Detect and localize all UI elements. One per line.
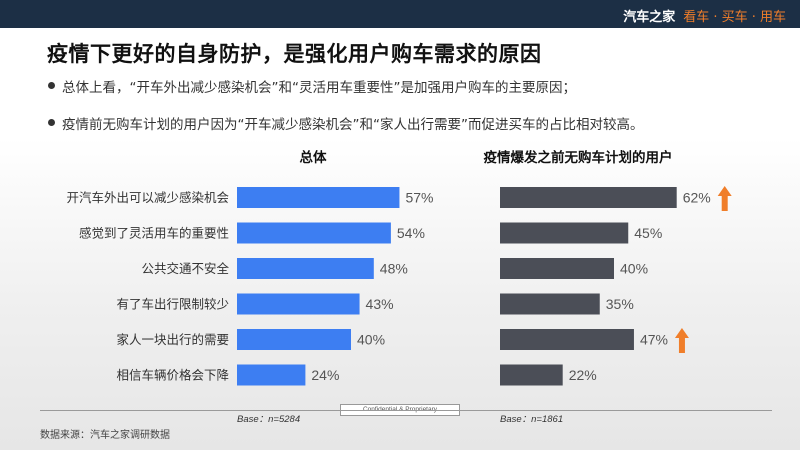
category-label: 感觉到了灵活用车的重要性 <box>79 226 229 241</box>
bar <box>237 187 400 208</box>
category-label: 开汽车外出可以减少感染机会 <box>66 190 229 205</box>
bar <box>500 364 563 386</box>
category-label: 家人一块出行的需要 <box>116 332 229 347</box>
footer-divider <box>40 410 772 411</box>
data-label: 45% <box>634 225 662 241</box>
data-label: 40% <box>357 332 385 348</box>
category-label: 相信车辆价格会下降 <box>116 368 229 383</box>
bar <box>500 293 600 315</box>
top-banner: 汽车之家 看车 · 买车 · 用车 <box>0 0 800 28</box>
data-label: 22% <box>569 367 597 383</box>
bar <box>500 258 614 279</box>
data-label: 62% <box>683 190 711 206</box>
data-label: 35% <box>606 296 634 312</box>
bar <box>500 187 677 208</box>
data-label: 48% <box>380 261 408 277</box>
data-label: 24% <box>311 367 339 383</box>
chart-title: 总体 <box>300 149 327 166</box>
category-label: 公共交通不安全 <box>141 261 229 276</box>
bar <box>237 222 391 244</box>
bar <box>237 258 374 279</box>
data-label: 57% <box>405 190 433 206</box>
bar <box>500 329 634 350</box>
sample-base-label: Base：n=1861 <box>500 414 563 425</box>
page-title: 疫情下更好的自身防护，是强化用户购车需求的原因 <box>47 42 542 66</box>
brand-logo: 汽车之家 看车 · 买车 · 用车 <box>623 6 786 25</box>
bullet-point: 疫情前无购车计划的用户因为“开车减少感染机会”和“家人出行需要”而促进买车的占比… <box>47 113 643 133</box>
data-label: 43% <box>366 296 394 312</box>
brand-tagline: 看车 · 买车 · 用车 <box>683 10 786 25</box>
bar <box>237 293 360 315</box>
bar <box>500 222 629 244</box>
chart-title: 疫情爆发之前无购车计划的用户 <box>484 149 673 166</box>
sample-base-label: Base：n=5284 <box>237 414 300 425</box>
bar <box>237 329 351 350</box>
brand-name: 汽车之家 <box>623 10 676 25</box>
up-arrow-icon <box>717 186 732 211</box>
data-label: 47% <box>640 332 668 348</box>
category-label: 有了车出行限制较少 <box>116 297 229 312</box>
bar <box>237 364 306 386</box>
data-label: 54% <box>397 225 425 241</box>
up-arrow-icon <box>674 328 689 353</box>
data-label: 40% <box>620 261 648 277</box>
data-source-note: 数据来源：汽车之家调研数据 <box>40 430 170 441</box>
bullet-point: 总体上看，“开车外出减少感染机会”和“灵活用车重要性”是加强用户购车的主要原因； <box>48 76 576 96</box>
